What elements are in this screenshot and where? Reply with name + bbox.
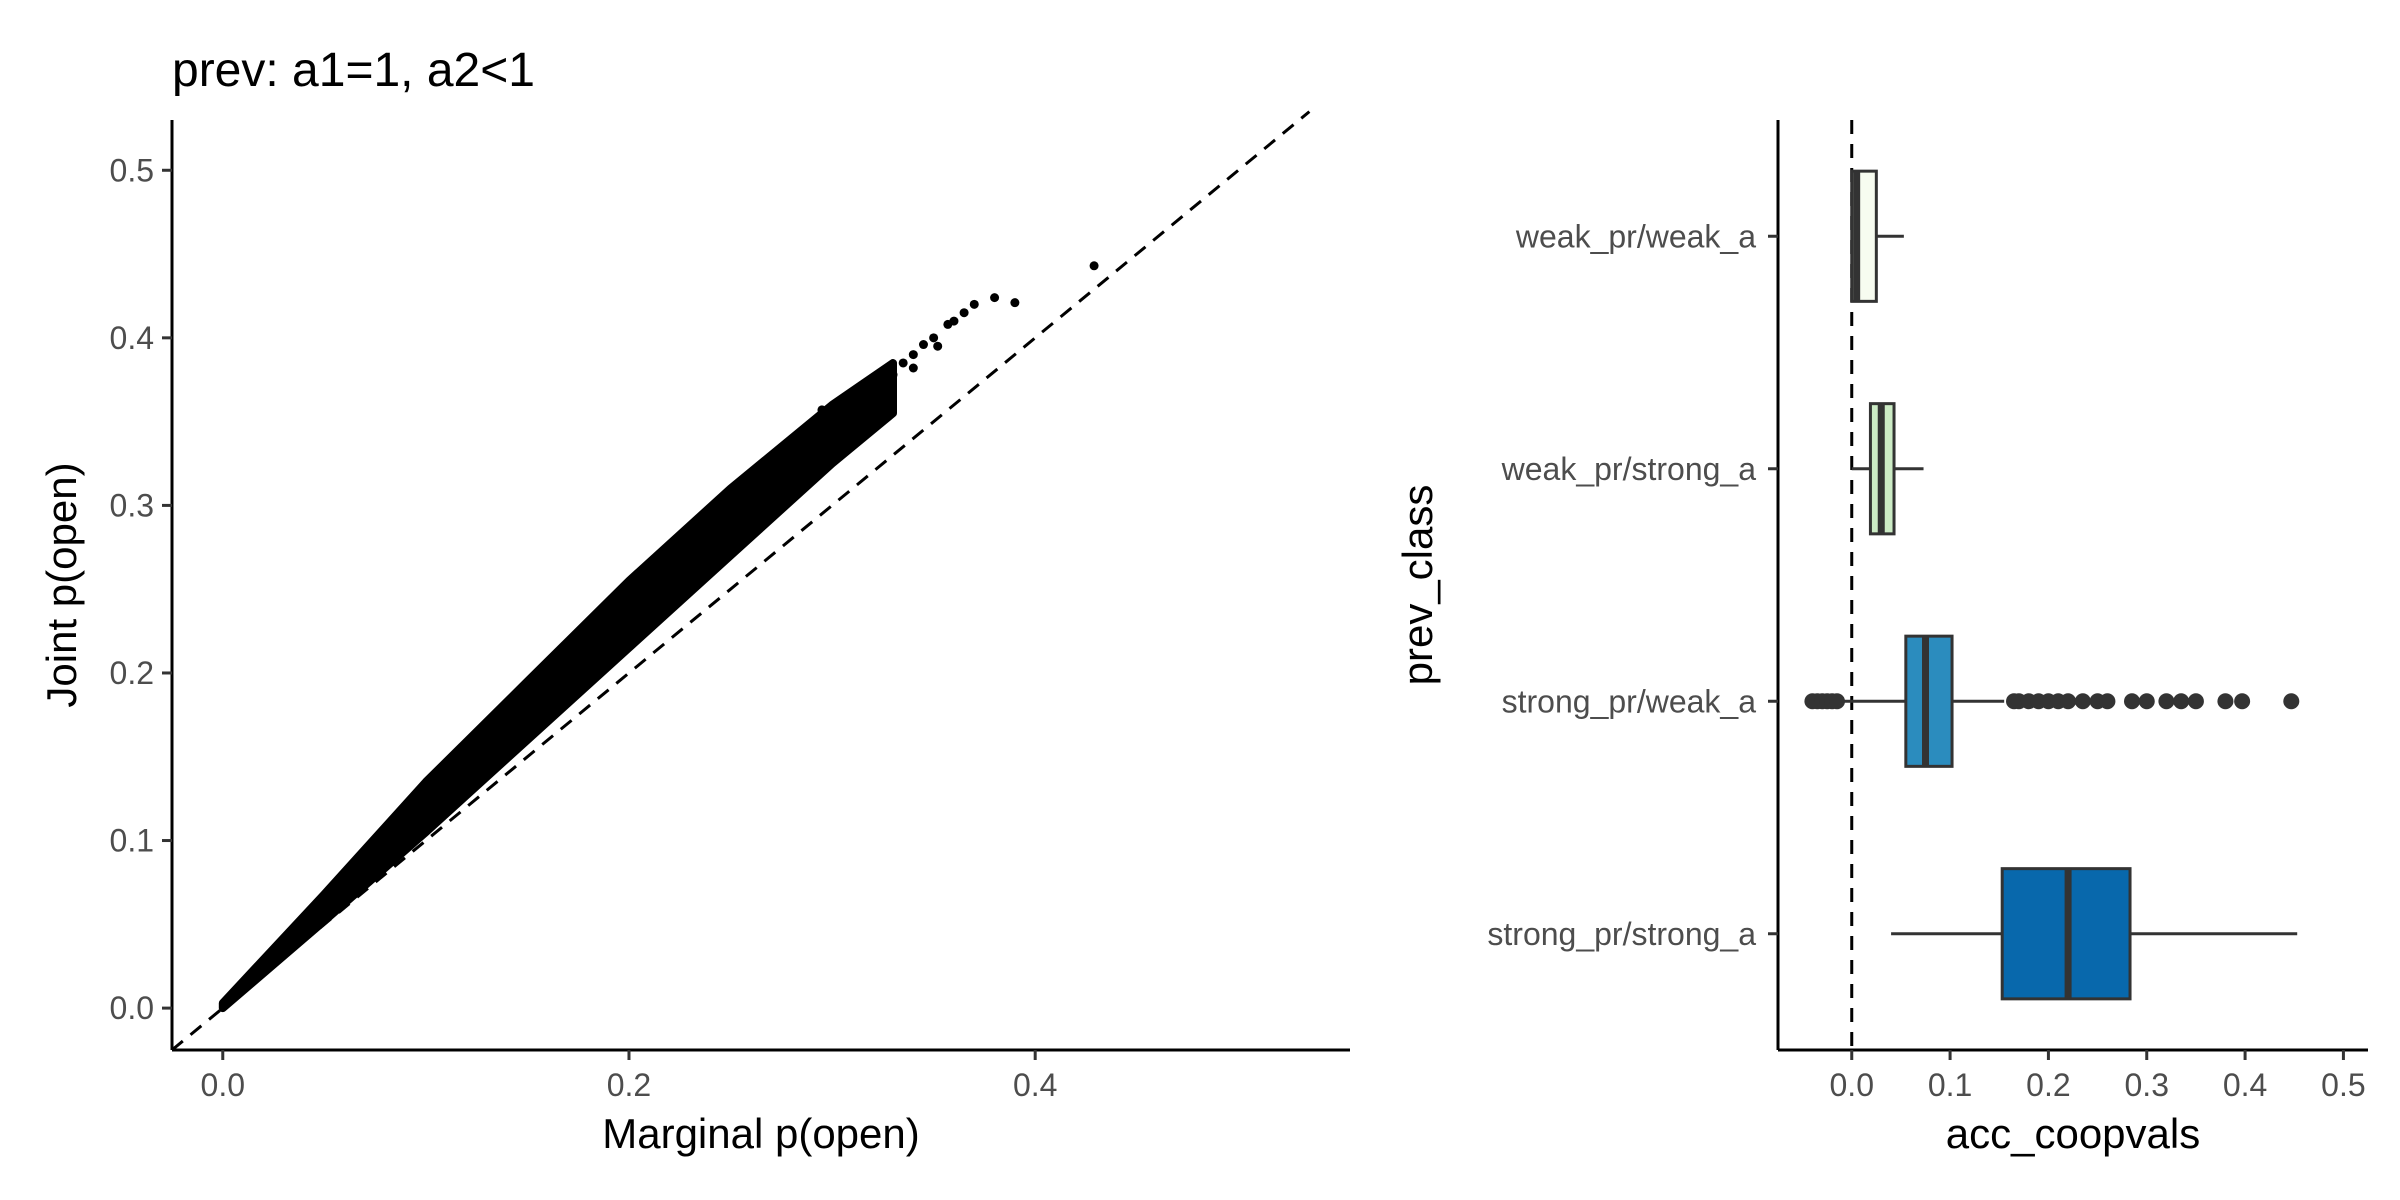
box-x-tick-label: 0.1 (1928, 1067, 1972, 1103)
box-outlier (2234, 693, 2251, 710)
box-x-tick-label: 0.2 (2026, 1067, 2070, 1103)
box-y-ticks: weak_pr/weak_a weak_pr/strong_a strong_pr/… (1487, 218, 1778, 952)
boxes (1804, 169, 2300, 1001)
scatter-x-ticks: 0.0 0.2 0.4 (201, 1050, 1057, 1103)
scatter-point (933, 341, 943, 351)
scatter-point (878, 383, 888, 393)
scatter-point (959, 308, 969, 318)
scatter-y-tick-label: 0.3 (110, 487, 154, 523)
scatter-point (990, 293, 1000, 303)
scatter-point-cloud (218, 359, 897, 1013)
box-outlier (2138, 693, 2155, 710)
box-panel: 0.0 0.1 0.2 0.3 0.4 0.5 weak_pr/weak_aweak_pr… (1394, 120, 2368, 1157)
box-0 (1850, 169, 1904, 303)
box-x-ticks: 0.0 0.1 0.2 0.3 0.4 0.5 (1830, 1050, 2366, 1103)
scatter-y-tick-label: 0.1 (110, 823, 154, 859)
scatter-x-axis-label: Marginal p(open) (602, 1110, 920, 1157)
scatter-y-tick-label: 0.0 (110, 990, 154, 1026)
scatter-point (858, 408, 868, 418)
scatter-x-tick-label: 0.0 (201, 1067, 245, 1103)
scatter-x-tick-label: 0.2 (607, 1067, 651, 1103)
box-outlier (2124, 693, 2140, 710)
scatter-y-tick-label: 0.4 (110, 320, 154, 356)
scatter-panel: prev: a1=1, a2<1 0.0 0.2 0.4 0.00.10.20.30… (38, 44, 1350, 1157)
box-3 (1891, 867, 2298, 1001)
scatter-point (817, 405, 827, 415)
scatter-point (868, 391, 878, 401)
scatter-point (888, 370, 898, 380)
scatter-point (969, 299, 979, 309)
scatter-y-axis-label: Joint p(open) (38, 462, 85, 707)
scatter-y-tick-label: 0.5 (110, 152, 154, 188)
scatter-point (908, 350, 918, 360)
scatter-point (1089, 261, 1099, 271)
box-category-label: weak_pr/strong_a (1501, 451, 1757, 487)
box-outlier (2217, 693, 2234, 710)
box-outlier (1829, 693, 1845, 710)
scatter-point (908, 363, 918, 373)
box-category-label: strong_pr/strong_a (1487, 916, 1756, 952)
box-1 (1851, 402, 1924, 536)
scatter-x-tick-label: 0.4 (1013, 1067, 1057, 1103)
box-x-tick-label: 0.3 (2125, 1067, 2169, 1103)
scatter-point (847, 400, 857, 410)
box-outlier (2060, 693, 2077, 710)
box-x-tick-label: 0.0 (1830, 1067, 1874, 1103)
box-outlier (2099, 693, 2116, 710)
box-outlier (2158, 693, 2175, 710)
scatter-point (827, 413, 837, 423)
scatter-point (949, 316, 959, 326)
box-x-axis-label: acc_coopvals (1946, 1110, 2200, 1157)
scatter-points (817, 261, 1099, 423)
scatter-y-ticks: 0.0 0.1 0.2 0.3 0.4 0.5 (110, 152, 172, 1026)
box-category-label: weak_pr/weak_a (1515, 218, 1756, 254)
box-x-tick-label: 0.5 (2321, 1067, 2365, 1103)
scatter-point (1010, 298, 1020, 308)
box-x-tick-label: 0.4 (2223, 1067, 2267, 1103)
box-outlier (2283, 693, 2300, 710)
box-outlier (2187, 693, 2204, 710)
box-outlier (2173, 693, 2190, 710)
box-y-axis-label: prev_class (1394, 485, 1441, 686)
point-cloud-band (218, 359, 897, 1013)
scatter-point (918, 340, 928, 350)
scatter-y-tick-label: 0.2 (110, 655, 154, 691)
box-category-label: strong_pr/weak_a (1502, 683, 1757, 719)
box-2 (1804, 634, 2300, 768)
scatter-point (898, 358, 908, 368)
scatter-point (929, 333, 939, 343)
scatter-title: prev: a1=1, a2<1 (172, 44, 535, 97)
box-outlier (2074, 693, 2091, 710)
